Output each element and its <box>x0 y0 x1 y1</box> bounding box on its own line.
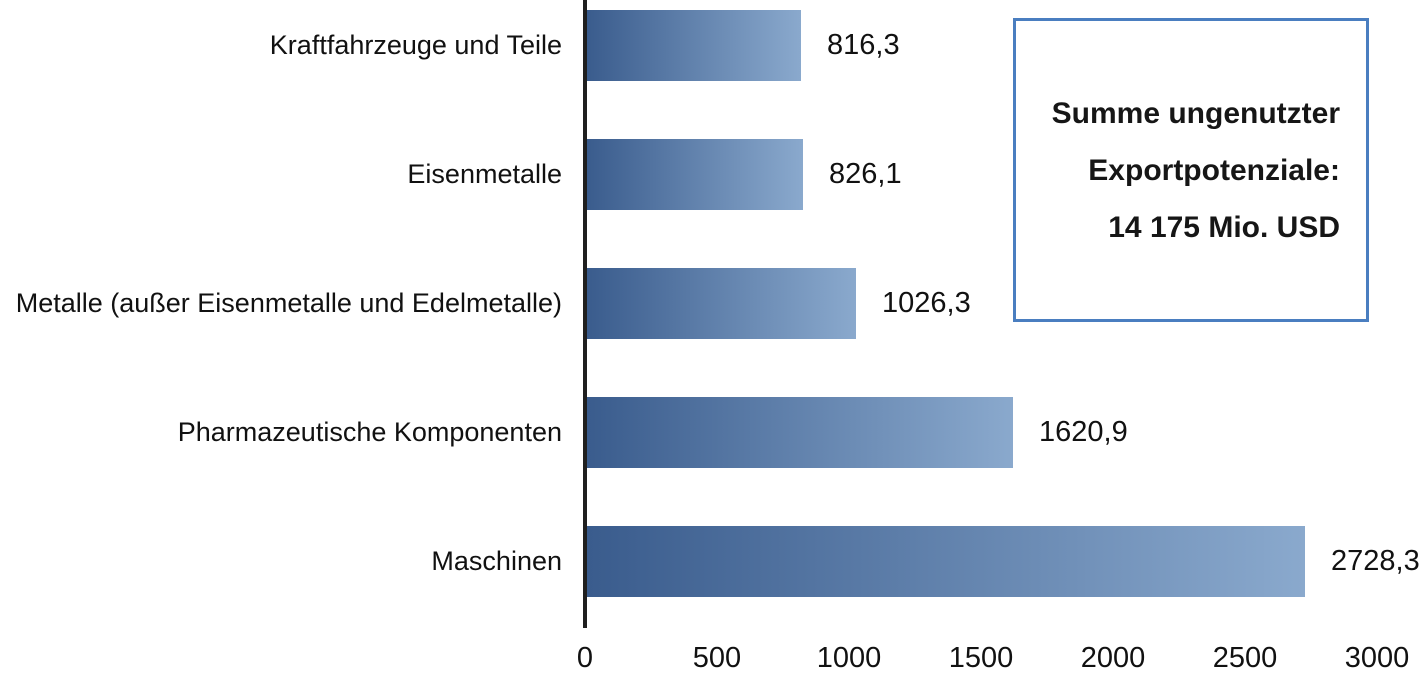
category-label: Metalle (außer Eisenmetalle und Edelmeta… <box>15 288 562 318</box>
x-tick-label: 0 <box>576 642 594 674</box>
annotation-line-3: 14 175 Mio. USD <box>1108 210 1340 244</box>
bar <box>587 397 1013 468</box>
value-label: 1026,3 <box>882 287 971 319</box>
x-tick-label: 1500 <box>948 642 1014 674</box>
annotation-line-2: Exportpotenziale: <box>1088 153 1340 187</box>
category-label: Kraftfahrzeuge und Teile <box>269 30 562 60</box>
category-label: Eisenmetalle <box>407 159 562 189</box>
x-tick-label: 3000 <box>1344 642 1410 674</box>
x-tick-label: 500 <box>692 642 742 674</box>
bar <box>587 268 856 339</box>
value-label: 1620,9 <box>1039 416 1128 448</box>
x-tick-label: 1000 <box>816 642 882 674</box>
value-label: 2728,3 <box>1331 545 1420 577</box>
x-tick-label: 2500 <box>1212 642 1278 674</box>
value-label: 826,1 <box>829 158 902 190</box>
x-tick-label: 2000 <box>1080 642 1146 674</box>
annotation-box: Summe ungenutzter Exportpotenziale: 14 1… <box>1013 18 1369 322</box>
bar <box>587 526 1305 597</box>
bar <box>587 139 803 210</box>
value-label: 816,3 <box>827 29 900 61</box>
annotation-line-1: Summe ungenutzter <box>1051 96 1340 130</box>
category-axis-line <box>583 0 587 628</box>
category-label: Pharmazeutische Komponenten <box>177 417 562 447</box>
bar <box>587 10 801 81</box>
category-label: Maschinen <box>431 546 562 576</box>
